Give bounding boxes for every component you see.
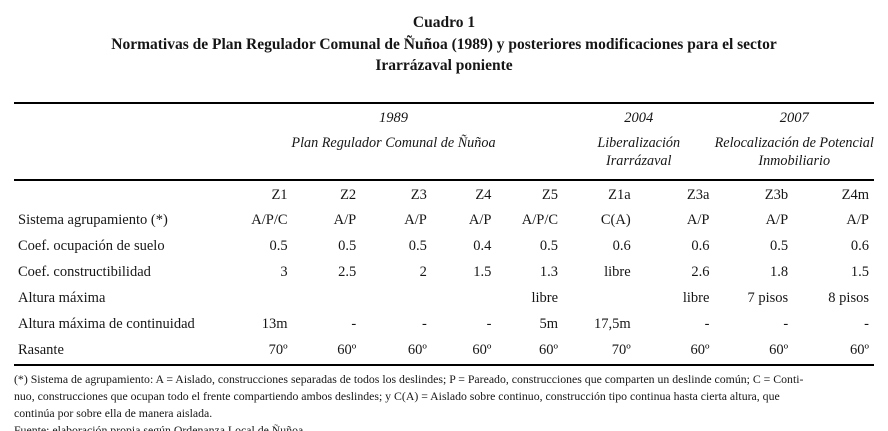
- cell: libre: [682, 289, 710, 306]
- cell: A/P/C: [251, 211, 288, 228]
- footnote-source: Fuente: elaboración propia según Ordenan…: [14, 422, 307, 431]
- era-year-1989: 1989: [378, 109, 408, 126]
- cell: 0.5: [539, 237, 559, 254]
- cell: [224, 286, 293, 312]
- cell: libre: [604, 263, 631, 280]
- normatives-table: 1989 Plan Regulador Comunal de Ñuñoa 200…: [14, 101, 874, 366]
- cell: libre: [531, 289, 559, 306]
- row-label: Rasante: [18, 341, 64, 358]
- cell: [293, 286, 362, 312]
- cell: 70º: [611, 341, 631, 358]
- table-row-coef-ocupacion: Coef. ocupación de suelo 0.5 0.5 0.5 0.4…: [14, 234, 874, 260]
- row-label: Altura máxima: [18, 289, 106, 306]
- col-header-z3: Z3: [410, 186, 427, 203]
- cell: A/P: [765, 211, 789, 228]
- cell: 0.4: [473, 237, 492, 254]
- col-header-z3a: Z3a: [686, 186, 710, 203]
- table-row-altura-maxima: Altura máxima libre libre 7 pisos 8 piso…: [14, 286, 874, 312]
- table-title-line1: Normativas de Plan Regulador Comunal de …: [111, 35, 777, 53]
- row-label: Coef. constructibilidad: [18, 263, 151, 280]
- cell: [361, 286, 432, 312]
- era-name-2007: Relocalización de Potencial Inmobiliario: [714, 134, 874, 169]
- era-group-header-row: 1989 Plan Regulador Comunal de Ñuñoa 200…: [14, 102, 874, 181]
- cell: -: [864, 315, 869, 332]
- cell: -: [486, 315, 492, 332]
- col-header-z1: Z1: [271, 186, 288, 203]
- cell: [563, 286, 636, 312]
- footnote-note-line2: nuo, construcciones que ocupan todo el f…: [14, 388, 780, 403]
- cell: A/P: [468, 211, 492, 228]
- cell: -: [783, 315, 789, 332]
- empty-corner-cell: [14, 102, 224, 181]
- cell: 7 pisos: [747, 289, 789, 306]
- era-year-2007: 2007: [779, 109, 809, 126]
- era-name-1989: Plan Regulador Comunal de Ñuñoa: [291, 134, 496, 151]
- row-label: Coef. ocupación de suelo: [18, 237, 165, 254]
- zone-header-empty: [14, 180, 224, 208]
- col-header-z4m: Z4m: [841, 186, 869, 203]
- col-header-z3b: Z3b: [764, 186, 789, 203]
- cell: 60º: [690, 341, 710, 358]
- table-number: Cuadro 1: [412, 14, 476, 31]
- cell: A/P: [404, 211, 427, 228]
- col-header-z2: Z2: [340, 186, 357, 203]
- cell: 1.5: [473, 263, 492, 280]
- cell: A/P: [686, 211, 710, 228]
- row-label: Sistema agrupamiento (*): [18, 211, 168, 228]
- cell: C(A): [600, 211, 631, 228]
- row-label: Altura máxima de continuidad: [18, 315, 195, 332]
- cell: 2: [419, 263, 427, 280]
- cell: 17,5m: [594, 315, 631, 332]
- footnote-note-line1: (*) Sistema de agrupamiento: A = Aislado…: [14, 371, 804, 386]
- table-row-altura-continuidad: Altura máxima de continuidad 13m - - - 5…: [14, 312, 874, 338]
- col-header-z4: Z4: [475, 186, 492, 203]
- cell: 5m: [539, 315, 559, 332]
- cell: 0.5: [408, 237, 427, 254]
- col-header-z1a: Z1a: [608, 186, 631, 203]
- cell: 0.5: [338, 237, 357, 254]
- cell: 0.5: [770, 237, 789, 254]
- cell: 3: [280, 263, 288, 280]
- table-row-rasante: Rasante 70º 60º 60º 60º 60º 70º 60º 60º …: [14, 338, 874, 365]
- table-title-line2: Irarrázaval poniente: [375, 57, 513, 74]
- cell: A/P: [846, 211, 869, 228]
- table-row-coef-constructibilidad: Coef. constructibilidad 3 2.5 2 1.5 1.3 …: [14, 260, 874, 286]
- cell: 60º: [472, 341, 492, 358]
- era-group-1989: 1989 Plan Regulador Comunal de Ñuñoa: [223, 102, 564, 181]
- cell: -: [704, 315, 710, 332]
- cell: A/P/C: [521, 211, 559, 228]
- cell: 1.8: [770, 263, 789, 280]
- era-group-2004: 2004 Liberalización Irarrázaval: [563, 102, 715, 181]
- cell: A/P: [333, 211, 357, 228]
- cell: 8 pisos: [828, 289, 869, 306]
- cell: 60º: [769, 341, 789, 358]
- table-row-sistema-agrupamiento: Sistema agrupamiento (*) A/P/C A/P A/P A…: [14, 208, 874, 234]
- footnotes: (*) Sistema de agrupamiento: A = Aislado…: [14, 371, 874, 431]
- era-year-2004: 2004: [624, 109, 654, 126]
- zone-header-row: Z1 Z2 Z3 Z4 Z5 Z1a Z3a Z3b Z4m: [14, 180, 874, 208]
- era-name-2004: Liberalización Irarrázaval: [597, 134, 681, 169]
- cell: 70º: [268, 341, 288, 358]
- cell: 60º: [337, 341, 357, 358]
- footnote-note-line3: continúa por sobre ella de manera aislad…: [14, 405, 213, 420]
- cell: [432, 286, 497, 312]
- cell: 2.6: [691, 263, 710, 280]
- cell: 13m: [261, 315, 288, 332]
- cell: 60º: [407, 341, 427, 358]
- table-title-block: Cuadro 1 Normativas de Plan Regulador Co…: [14, 12, 874, 77]
- cell: 0.6: [850, 237, 869, 254]
- cell: 1.3: [539, 263, 559, 280]
- cell: -: [351, 315, 357, 332]
- cell: -: [421, 315, 427, 332]
- col-header-z5: Z5: [541, 186, 559, 203]
- era-group-2007: 2007 Relocalización de Potencial Inmobil…: [714, 102, 874, 181]
- cell: 0.5: [269, 237, 288, 254]
- cell: 1.5: [850, 263, 869, 280]
- cell: 0.6: [691, 237, 710, 254]
- cell: 0.6: [612, 237, 631, 254]
- cell: 2.5: [338, 263, 357, 280]
- cell: 60º: [850, 341, 869, 358]
- cell: 60º: [539, 341, 559, 358]
